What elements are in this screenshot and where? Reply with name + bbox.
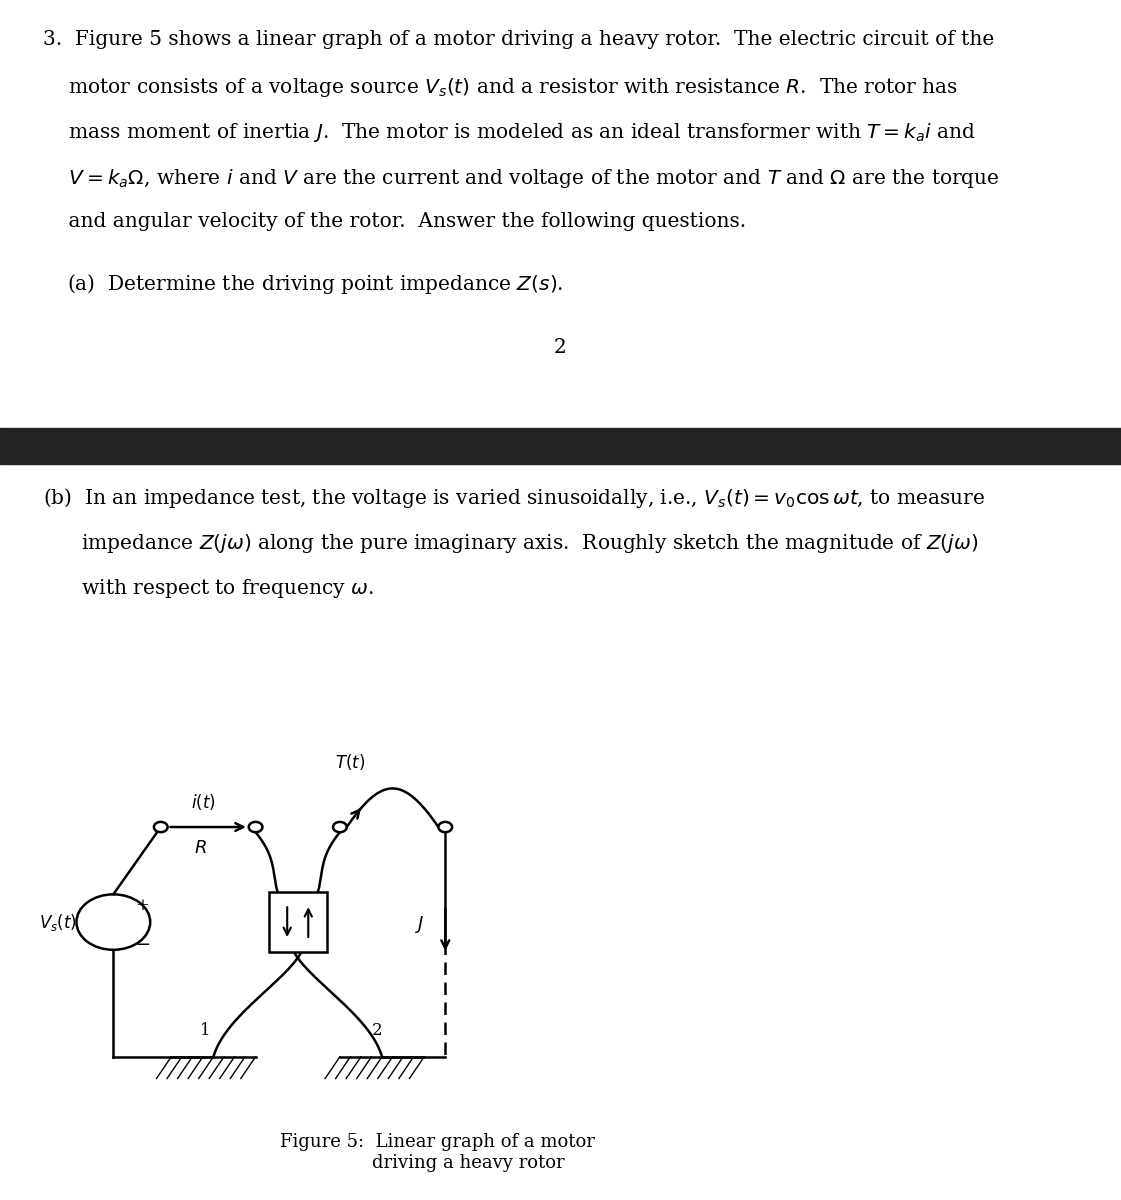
Circle shape <box>333 822 346 832</box>
Text: +: + <box>136 896 149 914</box>
Circle shape <box>438 822 452 832</box>
Text: 3.  Figure 5 shows a linear graph of a motor driving a heavy rotor.  The electri: 3. Figure 5 shows a linear graph of a mo… <box>43 30 994 49</box>
Text: Figure 5:  Linear graph of a motor
                driving a heavy rotor: Figure 5: Linear graph of a motor drivin… <box>280 1133 595 1171</box>
Text: $R$: $R$ <box>194 839 206 857</box>
Text: mass moment of inertia $J$.  The motor is modeled as an ideal transformer with $: mass moment of inertia $J$. The motor is… <box>43 121 975 144</box>
Text: $T(t)$: $T(t)$ <box>335 751 365 772</box>
Text: (b)  In an impedance test, the voltage is varied sinusoidally, i.e., $V_s(t) = v: (b) In an impedance test, the voltage is… <box>43 486 984 510</box>
Circle shape <box>154 822 168 832</box>
Text: 2: 2 <box>371 1022 382 1039</box>
Text: motor consists of a voltage source $V_s(t)$ and a resistor with resistance $R$. : motor consists of a voltage source $V_s(… <box>43 76 957 98</box>
Text: $-$: $-$ <box>135 934 150 952</box>
Text: 2: 2 <box>554 338 567 358</box>
Circle shape <box>249 822 262 832</box>
Bar <box>269 893 326 952</box>
Bar <box>0 428 1121 464</box>
Text: with respect to frequency $\omega$.: with respect to frequency $\omega$. <box>43 577 373 600</box>
Text: 1: 1 <box>201 1022 211 1039</box>
Text: impedance $Z(j\omega)$ along the pure imaginary axis.  Roughly sketch the magnit: impedance $Z(j\omega)$ along the pure im… <box>43 532 978 554</box>
Text: $V = k_a\Omega$, where $i$ and $V$ are the current and voltage of the motor and : $V = k_a\Omega$, where $i$ and $V$ are t… <box>43 167 999 190</box>
Text: and angular velocity of the rotor.  Answer the following questions.: and angular velocity of the rotor. Answe… <box>43 212 745 232</box>
Text: $i(t)$: $i(t)$ <box>191 792 215 812</box>
Text: $V_s(t)$: $V_s(t)$ <box>39 912 77 932</box>
Text: (a)  Determine the driving point impedance $Z(s)$.: (a) Determine the driving point impedanc… <box>67 272 564 296</box>
Text: $J$: $J$ <box>416 913 425 935</box>
